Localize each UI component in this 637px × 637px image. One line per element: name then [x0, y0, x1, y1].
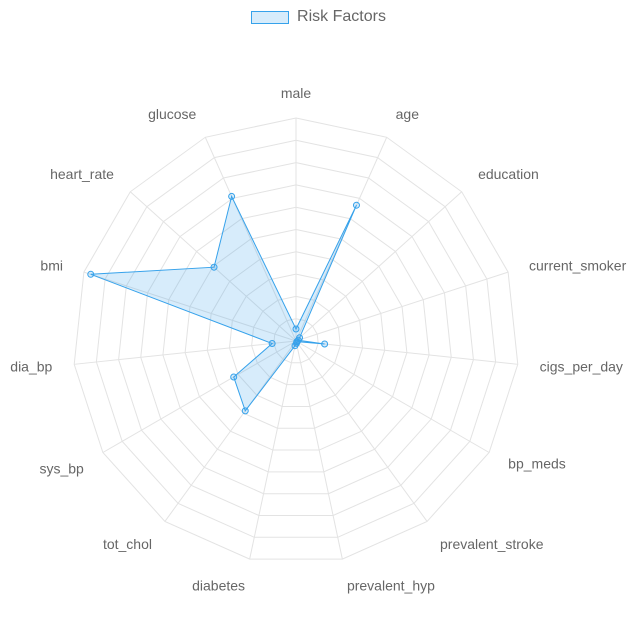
- axis-label-heart-rate: heart_rate: [50, 166, 114, 182]
- legend-label: Risk Factors: [297, 8, 386, 25]
- axis-label-sys-bp: sys_bp: [39, 461, 84, 477]
- data-point-tot-chol: [241, 407, 249, 415]
- angle-line: [295, 340, 343, 560]
- radar-labels: male age education current_smoker cigs_per_d…: [10, 85, 626, 594]
- axis-label-glucose: glucose: [148, 106, 196, 122]
- grid-ring: [206, 251, 386, 429]
- chart-legend: Risk Factors: [0, 8, 637, 26]
- axis-label-prevalent-hyp: prevalent_hyp: [347, 578, 435, 594]
- angle-line: [74, 340, 297, 365]
- axis-label-bmi: bmi: [40, 257, 63, 273]
- axis-label-male: male: [281, 85, 312, 101]
- axis-label-cigs-per-day: cigs_per_day: [540, 359, 623, 375]
- grid-ring: [140, 184, 452, 495]
- axis-label-prevalent-stroke: prevalent_stroke: [440, 536, 544, 552]
- angle-line: [102, 340, 297, 453]
- angle-line: [295, 191, 463, 342]
- axis-label-education: education: [478, 166, 539, 182]
- data-point-glucose: [228, 192, 236, 200]
- grid-ring: [73, 117, 519, 560]
- angle-line: [129, 191, 297, 342]
- data-point-male: [292, 325, 300, 333]
- angle-line: [249, 340, 297, 560]
- axis-label-diabetes: diabetes: [192, 578, 245, 594]
- angle-line: [295, 340, 490, 453]
- axis-label-dia-bp: dia_bp: [10, 359, 52, 375]
- angle-line: [295, 340, 518, 365]
- data-point-cigs-per-day: [321, 340, 329, 348]
- angle-line: [83, 271, 297, 342]
- data-point-diabetes: [291, 342, 299, 350]
- axis-label-current-smoker: current_smoker: [529, 257, 627, 273]
- legend-swatch: [251, 10, 290, 24]
- angle-line: [204, 137, 297, 342]
- grid-ring: [228, 273, 364, 407]
- angle-line: [295, 340, 428, 522]
- data-point-bmi: [87, 270, 95, 278]
- angle-line: [164, 340, 297, 522]
- angle-line: [295, 137, 388, 342]
- grid-ring: [251, 295, 341, 386]
- axis-label-tot-chol: tot_chol: [103, 536, 152, 552]
- grid-ring: [162, 206, 430, 473]
- radar-data: [87, 192, 360, 415]
- radar-grid: [73, 117, 519, 560]
- legend-item-risk-factors[interactable]: Risk Factors: [251, 8, 386, 26]
- angle-line: [295, 271, 509, 342]
- data-point-dia-bp: [268, 340, 276, 348]
- axis-label-bp-meds: bp_meds: [508, 456, 566, 472]
- grid-ring: [184, 228, 408, 451]
- grid-ring: [118, 162, 474, 516]
- grid-ring: [273, 318, 319, 364]
- series-area: [90, 194, 357, 412]
- data-point-sys-bp: [230, 373, 238, 381]
- axis-label-age: age: [396, 106, 420, 122]
- data-point-heart-rate: [210, 263, 218, 271]
- data-point-age: [352, 201, 360, 209]
- grid-ring: [95, 139, 497, 538]
